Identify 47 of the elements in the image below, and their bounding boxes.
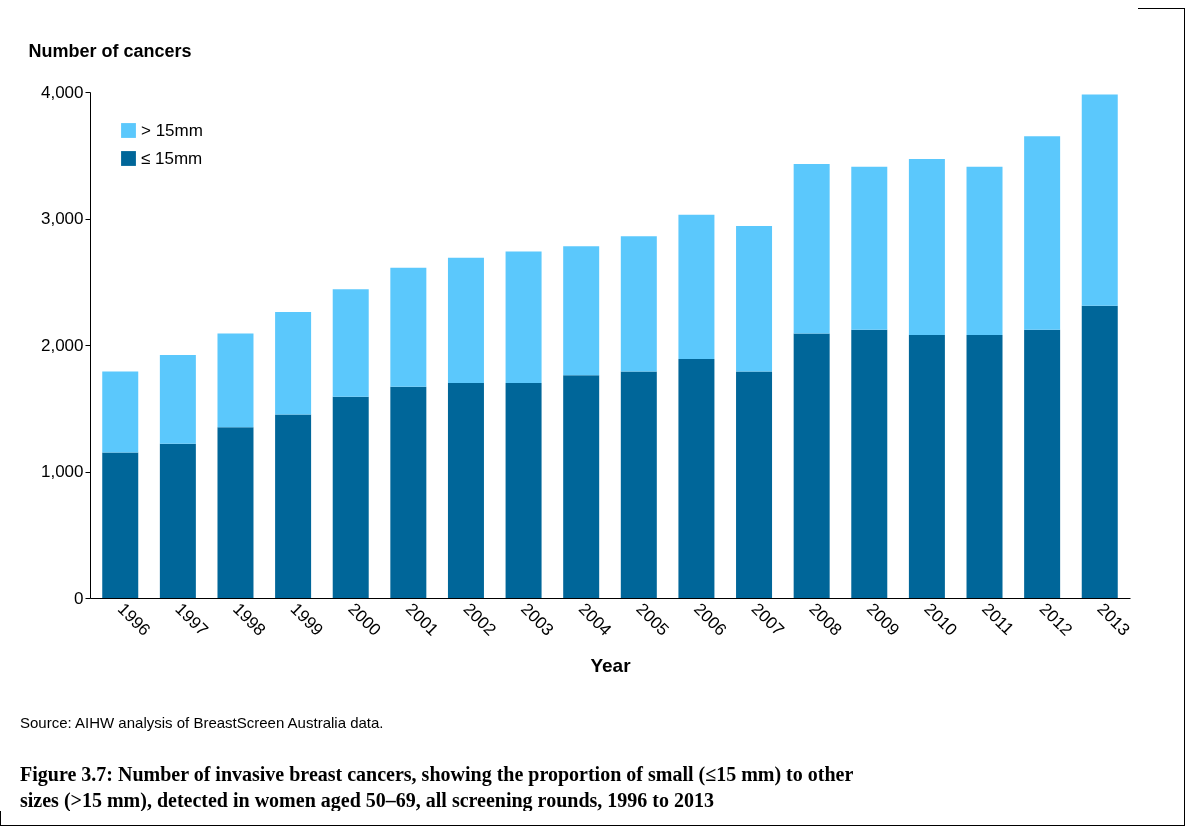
bar bbox=[1081, 94, 1118, 306]
y-tick-label: 3,000 bbox=[40, 209, 84, 228]
bar bbox=[102, 452, 139, 598]
text: Figure 3.7: Number of invasive breast cancers, showing the proportion of small (≤15 mm) to other sizes (>15 mm), detected in women aged 50–69, all screening rounds, 1996 to 2013 bbox=[20, 763, 854, 812]
bar bbox=[1024, 136, 1061, 330]
y-tick-label: 0 bbox=[74, 588, 84, 608]
bar bbox=[966, 166, 1003, 335]
bar bbox=[678, 214, 715, 359]
bar bbox=[851, 329, 888, 598]
bar bbox=[908, 159, 945, 335]
bar bbox=[505, 251, 542, 383]
bar bbox=[563, 246, 600, 376]
bar bbox=[332, 289, 369, 397]
legend-label: ≤ 15mm bbox=[141, 148, 203, 168]
bar bbox=[563, 375, 600, 598]
bar bbox=[966, 334, 1003, 598]
bar bbox=[793, 333, 830, 598]
bar bbox=[851, 166, 888, 330]
bar bbox=[1081, 305, 1118, 598]
bar bbox=[390, 267, 427, 387]
bar bbox=[793, 164, 830, 334]
x-axis-title: Year bbox=[590, 654, 632, 676]
bar bbox=[447, 257, 484, 383]
bar bbox=[275, 414, 312, 598]
legend-label: > 15mm bbox=[141, 120, 203, 140]
bar bbox=[620, 236, 657, 372]
bar bbox=[447, 382, 484, 598]
bar bbox=[736, 371, 773, 598]
bar bbox=[159, 355, 196, 444]
bar bbox=[505, 382, 542, 598]
bar bbox=[390, 386, 427, 598]
bar bbox=[275, 312, 312, 415]
y-tick-label: 4,000 bbox=[40, 82, 84, 102]
bar bbox=[217, 427, 254, 598]
bar bbox=[908, 334, 945, 598]
bar bbox=[620, 371, 657, 598]
bar bbox=[1024, 329, 1061, 598]
bar bbox=[159, 443, 196, 598]
bar bbox=[217, 333, 254, 428]
bar bbox=[102, 371, 139, 453]
bar bbox=[736, 226, 773, 372]
source-note: Source: AIHW analysis of BreastScreen Australia data. bbox=[20, 714, 384, 731]
bar bbox=[332, 396, 369, 598]
y-tick-label: 2,000 bbox=[40, 335, 84, 355]
y-tick-label: 1,000 bbox=[40, 462, 84, 481]
y-axis-title: Number of cancers bbox=[28, 40, 192, 61]
bar bbox=[678, 358, 715, 598]
